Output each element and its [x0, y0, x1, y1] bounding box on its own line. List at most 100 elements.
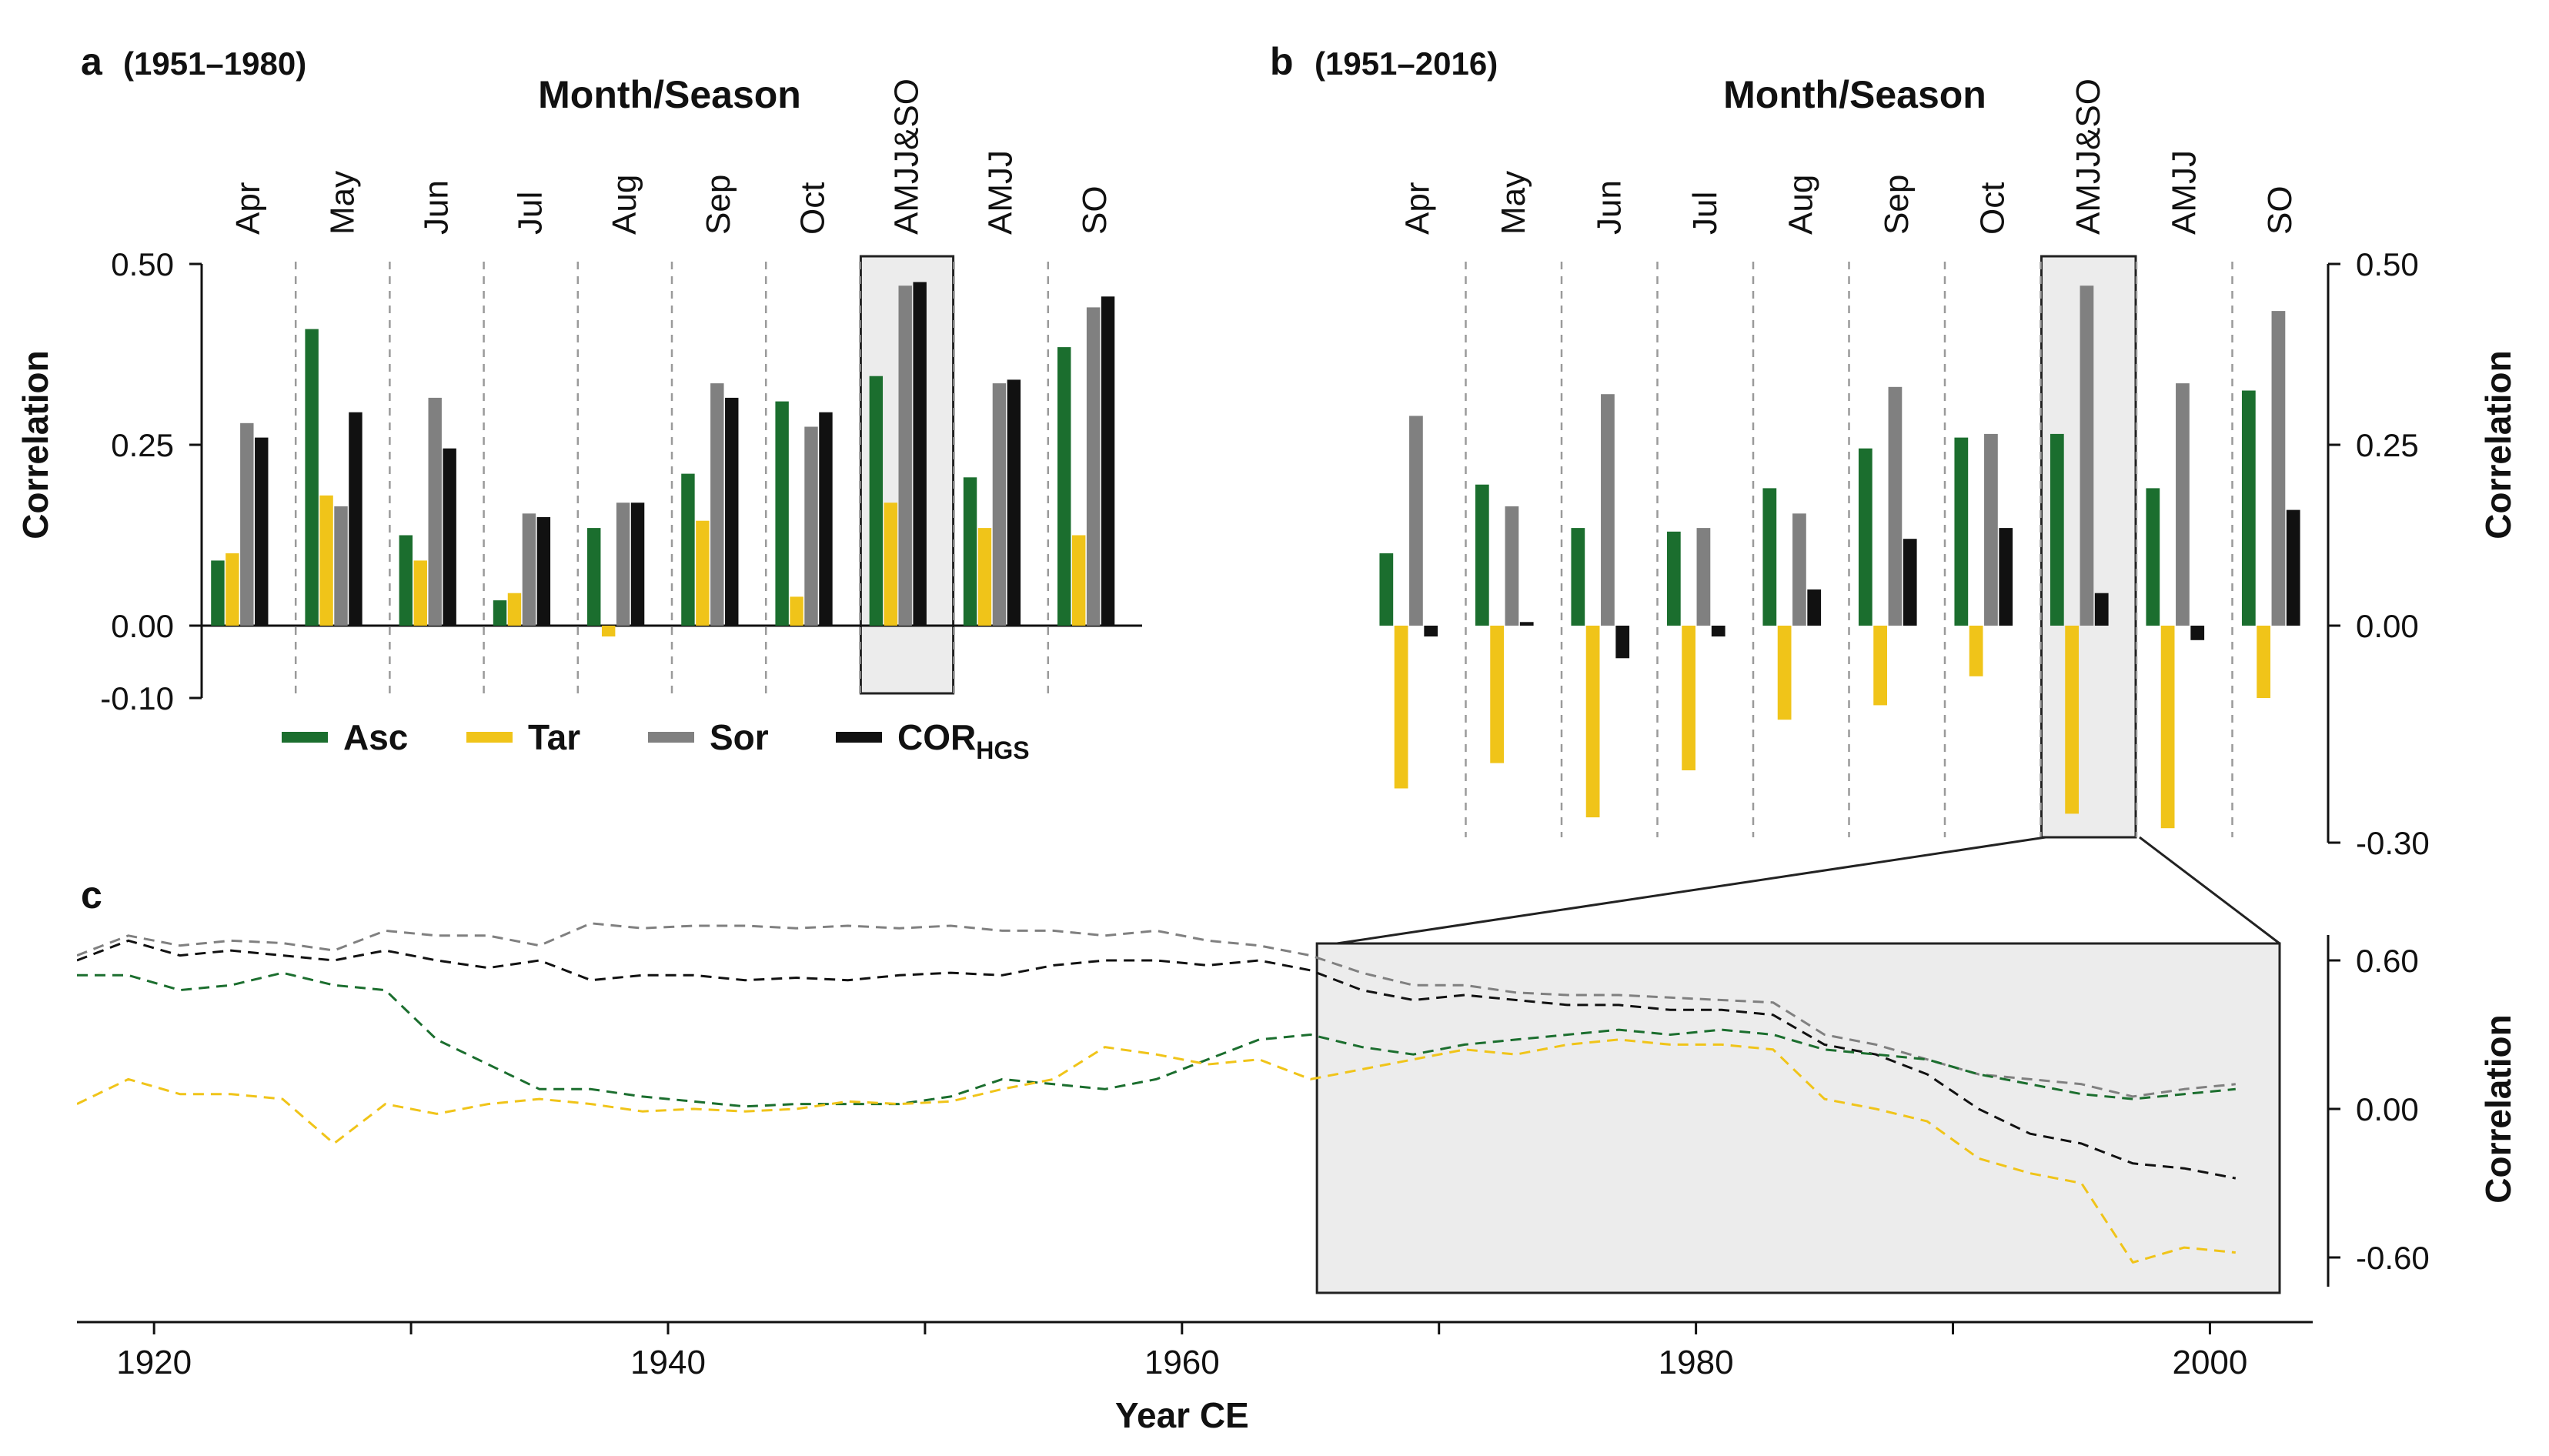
line-cor-dashed — [77, 939, 2237, 1180]
bar-tar-aug — [1777, 626, 1792, 720]
category-label-so: SO — [2261, 185, 2299, 235]
legend-label-sor: Sor — [710, 717, 769, 757]
category-label-amjjso: AMJJ&SO — [888, 78, 926, 235]
bar-tar-may — [319, 495, 333, 626]
zoom-connector-left — [1336, 836, 2046, 945]
bar-sor-so — [2271, 311, 2286, 626]
panel-b-header: Month/Season — [1723, 73, 1986, 116]
bar-cor-hgs-jun — [1615, 626, 1630, 659]
bar-sor-apr — [1409, 416, 1423, 626]
category-label-oct: Oct — [1973, 182, 2011, 235]
zoom-connector-right — [2139, 836, 2280, 945]
bar-sor-aug — [616, 503, 630, 626]
bar-cor-hgs-jul — [1711, 626, 1726, 637]
legend-swatch-cor — [836, 732, 882, 743]
y-tick-label: -0.60 — [2356, 1240, 2430, 1276]
category-label-jul: Jul — [512, 192, 550, 235]
x-tick-label: 2000 — [2172, 1344, 2247, 1381]
legend-label-tar: Tar — [528, 717, 580, 757]
bar-cor-hgs-may — [349, 412, 362, 626]
bar-cor-hgs-may — [1519, 622, 1534, 626]
legend-label-cor-sub: HGS — [976, 736, 1029, 764]
bar-tar-jun — [413, 560, 427, 626]
category-label-jun: Jun — [418, 180, 456, 235]
bar-sor-jul — [522, 513, 536, 626]
bar-tar-may — [1490, 626, 1505, 763]
category-label-so: SO — [1076, 185, 1114, 235]
y-axis-title: Correlation — [15, 350, 55, 539]
y-axis-title: Correlation — [2478, 1014, 2518, 1203]
x-tick-label: 1940 — [630, 1344, 706, 1381]
x-axis-title: Year CE — [1115, 1395, 1249, 1435]
y-tick-label: 0.00 — [111, 608, 174, 644]
bar-tar-apr — [226, 553, 239, 626]
bar-asc-aug — [1762, 488, 1777, 626]
bar-sor-apr — [240, 422, 254, 626]
category-label-may: May — [1495, 171, 1532, 235]
bar-sor-jul — [1696, 528, 1711, 626]
panel-a-header: Month/Season — [538, 73, 801, 116]
category-label-amjj: AMJJ — [982, 150, 1020, 235]
bar-cor-hgs-aug — [1807, 589, 1822, 626]
category-label-apr: Apr — [229, 182, 267, 235]
bar-asc-oct — [775, 401, 789, 626]
y-axis-title: Correlation — [2478, 350, 2518, 539]
bar-cor-hgs-sep — [725, 397, 739, 626]
bar-sor-amjjso — [898, 286, 912, 626]
category-label-jun: Jun — [1590, 180, 1628, 235]
bar-sor-may — [334, 506, 348, 626]
panel-b-period: (1951–2016) — [1315, 45, 1498, 82]
bar-asc-apr — [1379, 553, 1394, 626]
bar-sor-oct — [804, 426, 818, 626]
y-tick-label: -0.30 — [2356, 825, 2430, 861]
bar-asc-jun — [1571, 528, 1585, 626]
bar-tar-amjj — [977, 528, 992, 626]
bar-cor-hgs-amjjso — [913, 282, 927, 626]
category-label-aug: Aug — [1782, 175, 1819, 235]
bar-asc-so — [2241, 390, 2256, 626]
panel-a-period: (1951–1980) — [123, 45, 306, 82]
panel-c-letter: c — [81, 873, 102, 917]
legend-label-cor: CORHGS — [897, 717, 1030, 764]
bar-cor-hgs-oct — [819, 412, 833, 626]
bar-tar-jul — [507, 593, 522, 626]
inset-box — [1315, 942, 2281, 1294]
legend: Asc Tar Sor CORHGS — [282, 717, 1030, 764]
category-label-oct: Oct — [793, 182, 831, 235]
bar-cor-hgs-jul — [536, 517, 551, 626]
y-tick-label: -0.10 — [100, 680, 174, 716]
bar-sor-jun — [1601, 394, 1615, 626]
bar-sor-amjj — [992, 383, 1007, 626]
bar-asc-so — [1057, 347, 1071, 626]
bar-tar-oct — [790, 596, 803, 626]
legend-label-cor-main: COR — [897, 717, 976, 757]
panel-a-letter: a — [81, 40, 103, 83]
bar-tar-sep — [696, 520, 710, 626]
y-tick-label: 0.00 — [2356, 608, 2419, 644]
line-asc-dashed — [77, 971, 2236, 1108]
bar-sor-oct — [1984, 433, 1998, 626]
y-tick-label: 0.60 — [2356, 943, 2419, 979]
bar-asc-oct — [1954, 437, 1969, 626]
category-label-amjjso: AMJJ&SO — [2070, 78, 2107, 235]
category-label-sep: Sep — [700, 175, 737, 235]
category-label-amjj: AMJJ — [2165, 150, 2203, 235]
bar-tar-apr — [1394, 626, 1408, 789]
x-tick-label: 1920 — [116, 1344, 192, 1381]
panel-c-line-chart: 1920 1940 1960 1980 2000 Year CE 0.60 0.00 -0.60… — [77, 922, 2518, 1435]
bar-sor-amjj — [2176, 383, 2190, 626]
bar-tar-oct — [1969, 626, 1983, 676]
panel-a-bar-chart: 0.50 0.25 0.00 -0.10 Correlation Apr May Jun Jul… — [15, 78, 1142, 716]
bar-sor-sep — [1888, 386, 1903, 626]
bar-tar-jul — [1682, 626, 1696, 770]
bar-asc-sep — [681, 473, 695, 626]
series-lines — [77, 922, 2237, 1264]
bar-tar-sep — [1873, 626, 1888, 706]
category-label-jul: Jul — [1686, 192, 1724, 235]
legend-swatch-tar — [466, 732, 513, 743]
bar-sor-aug — [1792, 513, 1806, 626]
x-tick-label: 1980 — [1659, 1344, 1734, 1381]
legend-label-asc: Asc — [343, 717, 408, 757]
line-sor-dashed — [77, 922, 2236, 1098]
